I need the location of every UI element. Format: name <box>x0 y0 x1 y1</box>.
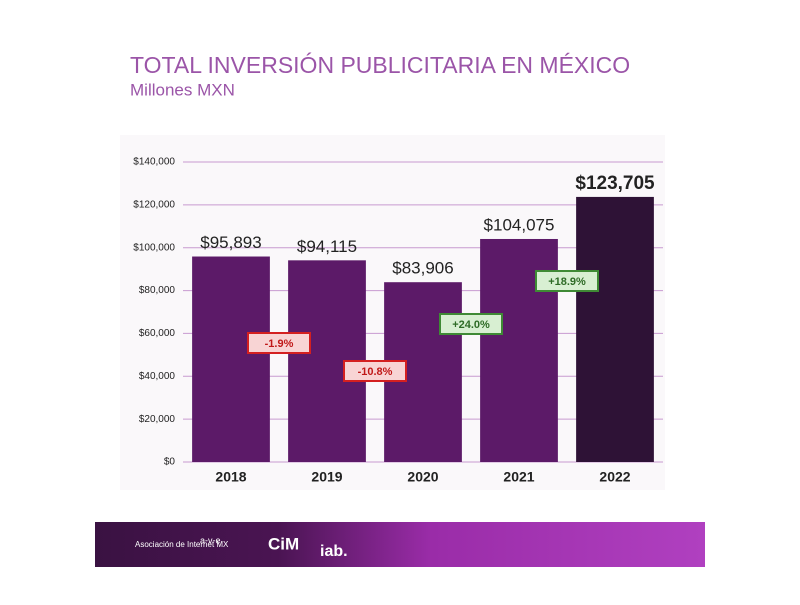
data-label: $104,075 <box>484 215 555 234</box>
chart-title: TOTAL INVERSIÓN PUBLICITARIA EN MÉXICO <box>130 52 630 78</box>
change-badge <box>535 270 599 292</box>
data-label: $83,906 <box>392 259 453 278</box>
change-badge <box>343 360 407 382</box>
y-tick-label: $100,000 <box>133 242 175 253</box>
data-label: $95,893 <box>200 233 261 252</box>
chart-subtitle: Millones MXN <box>130 80 235 99</box>
x-tick-label: 2018 <box>215 469 246 485</box>
y-tick-label: $140,000 <box>133 157 175 168</box>
footer-logo: a-v-e <box>200 535 221 545</box>
x-tick-label: 2020 <box>407 469 438 485</box>
y-tick-label: $40,000 <box>139 371 176 382</box>
y-tick-label: $120,000 <box>133 199 175 210</box>
footer-banner <box>95 522 705 567</box>
bar <box>192 256 270 462</box>
x-tick-label: 2022 <box>599 469 630 485</box>
y-tick-label: $20,000 <box>139 414 176 425</box>
data-label: $123,705 <box>575 173 655 194</box>
y-tick-label: $60,000 <box>139 328 176 339</box>
bar <box>576 196 654 463</box>
change-label: +24.0% <box>452 319 490 331</box>
y-tick-label: $0 <box>164 457 176 468</box>
footer-logo: CiM <box>268 534 299 553</box>
footer-logo: iab. <box>320 543 348 560</box>
change-label: -1.9% <box>265 338 294 350</box>
change-badge <box>439 313 503 335</box>
y-tick-label: $80,000 <box>139 285 176 296</box>
x-tick-label: 2019 <box>311 469 342 485</box>
change-label: +18.9% <box>548 276 586 288</box>
x-tick-label: 2021 <box>503 469 534 485</box>
footer-logo: Asociación de Internet MX <box>135 540 229 549</box>
change-badge <box>247 332 311 354</box>
change-label: -10.8% <box>358 366 393 378</box>
data-label: $94,115 <box>297 237 357 256</box>
